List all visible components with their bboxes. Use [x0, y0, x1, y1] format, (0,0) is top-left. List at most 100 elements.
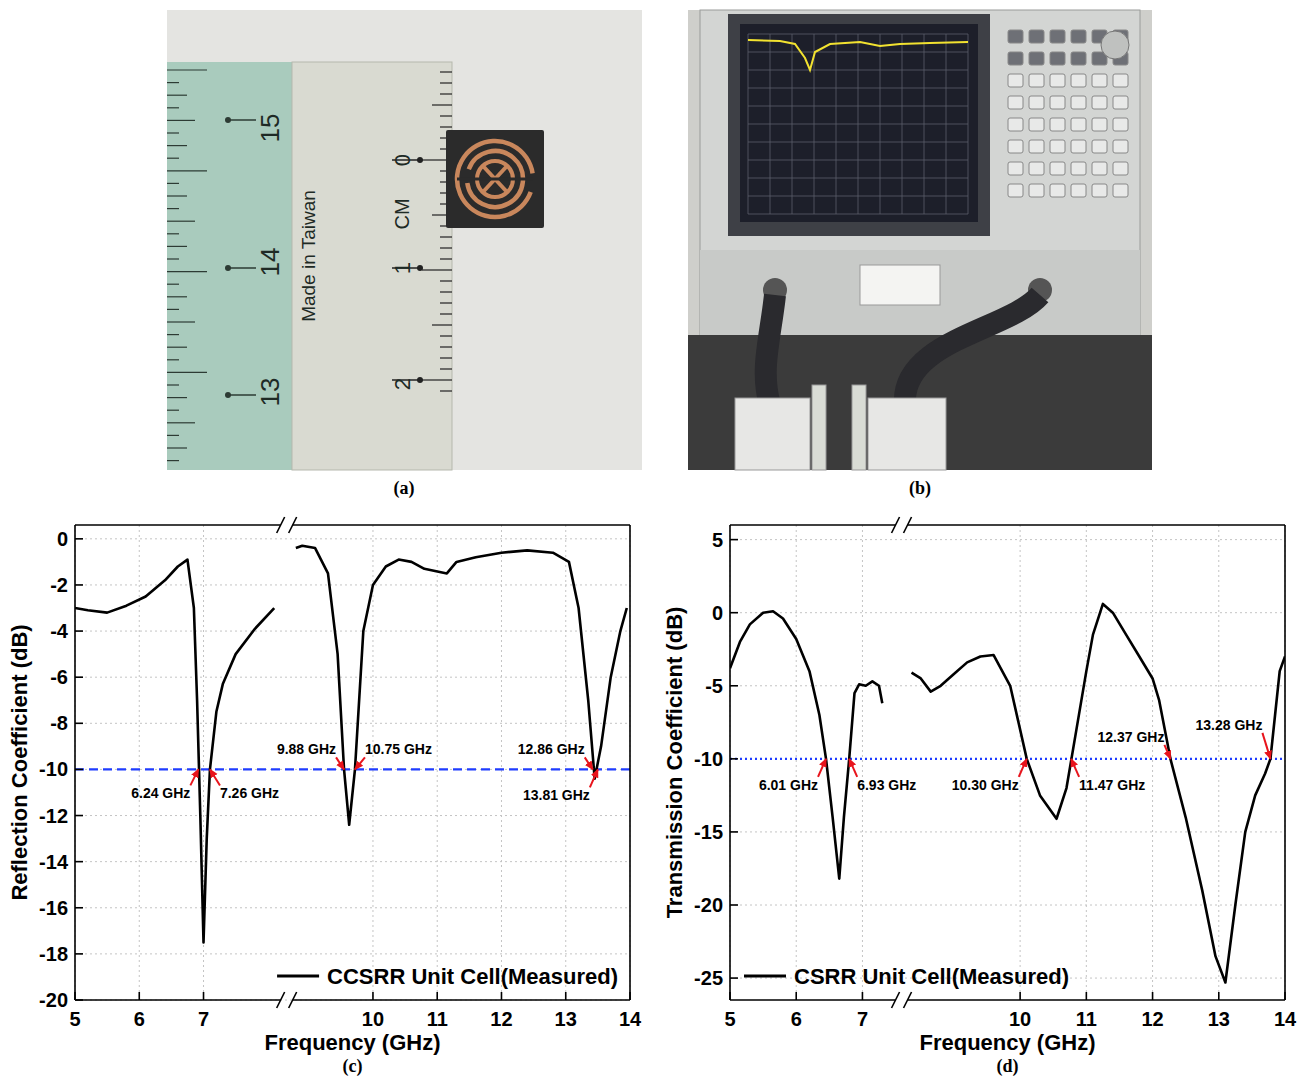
key	[1113, 140, 1128, 153]
cm-tick	[440, 115, 452, 116]
inch-tick	[167, 233, 179, 234]
axis-line	[75, 999, 281, 1001]
inch-tick	[167, 321, 195, 322]
inch-tick	[167, 359, 179, 360]
x-tick	[74, 992, 76, 1000]
y-tick	[75, 999, 83, 1001]
annotation-text: 10.75 GHz	[365, 741, 432, 757]
grid-line	[862, 525, 863, 1000]
panel-label: (b)	[909, 478, 931, 499]
series-line	[730, 611, 882, 878]
x-tick	[138, 992, 140, 1000]
ruler-dot	[225, 117, 231, 123]
inch-tick	[167, 271, 207, 272]
ruler-mark	[228, 119, 256, 121]
ring-gap	[457, 178, 533, 181]
key	[1050, 118, 1065, 131]
inch-tick	[167, 372, 207, 373]
key	[1050, 184, 1065, 197]
y-tick-label: 0	[712, 602, 723, 624]
x-tick	[436, 992, 438, 1000]
series-line	[912, 604, 1285, 983]
grid-line	[730, 905, 1285, 906]
ruler-text: 14	[255, 248, 285, 277]
key	[1092, 162, 1107, 175]
flange	[852, 385, 866, 470]
chart: 5671011121314-25-20-15-10-505Frequency (…	[662, 517, 1297, 1077]
key	[1029, 30, 1044, 43]
x-axis-title: Frequency (GHz)	[919, 1030, 1095, 1055]
inch-tick	[167, 208, 179, 209]
copper-ring	[457, 141, 533, 217]
key	[1008, 30, 1023, 43]
key	[1092, 118, 1107, 131]
panel-label: (d)	[997, 1056, 1019, 1077]
threshold-line	[75, 768, 630, 770]
inch-tick	[167, 309, 179, 310]
inch-tick	[167, 82, 179, 83]
annotation-text: 13.81 GHz	[523, 787, 590, 803]
inch-tick	[167, 69, 207, 70]
inch-tick	[167, 296, 187, 297]
ruler-dot	[417, 377, 423, 383]
y-tick	[75, 907, 83, 909]
y-tick	[730, 831, 738, 833]
key	[1050, 74, 1065, 87]
grid-line	[501, 525, 502, 1000]
grid-line	[372, 525, 373, 1000]
series-group	[730, 604, 1285, 983]
annotation-text: 12.86 GHz	[518, 741, 585, 757]
inch-tick	[167, 170, 207, 171]
grid-line	[75, 953, 630, 954]
grid-line	[1020, 525, 1021, 1000]
annotation-arrow	[1071, 759, 1079, 777]
screen-grid	[748, 34, 968, 35]
grid-line	[75, 723, 630, 724]
legend-swatch	[277, 975, 319, 978]
x-tick	[1218, 992, 1220, 1000]
grid-line	[730, 612, 1285, 613]
inch-tick	[167, 384, 179, 385]
x-tick-label: 14	[619, 1008, 642, 1030]
grid-line	[75, 677, 630, 678]
axis-line	[730, 999, 896, 1001]
x-tick-label: 5	[724, 1008, 735, 1030]
x-tick-label: 10	[1009, 1008, 1031, 1030]
axis-break	[892, 517, 900, 533]
y-tick-label: -20	[694, 894, 723, 916]
screen-grid	[748, 178, 968, 179]
grid-line	[75, 631, 630, 632]
y-tick	[75, 861, 83, 863]
ruler-text: 0	[390, 154, 415, 166]
annotation-text: 6.01 GHz	[759, 777, 818, 793]
inch-tick	[167, 145, 187, 146]
legend-text: CCSRR Unit Cell(Measured)	[327, 964, 618, 989]
instrument-body	[700, 10, 1140, 335]
grid-line	[630, 525, 631, 1000]
y-axis-title: Transmission Coefficient (dB)	[662, 607, 687, 919]
inch-tick	[167, 195, 187, 196]
y-tick	[75, 584, 83, 586]
x-tick-label: 13	[1208, 1008, 1230, 1030]
inch-tick	[167, 397, 187, 398]
ruler-text: 2	[390, 378, 415, 390]
y-tick	[730, 904, 738, 906]
cm-tick	[440, 82, 452, 83]
cm-tick	[440, 346, 452, 347]
grid-line	[75, 538, 630, 539]
screen-bezel	[728, 14, 990, 236]
x-tick-label: 11	[427, 1008, 448, 1030]
inch-tick	[167, 422, 195, 423]
grid-line	[437, 525, 438, 1000]
photo-a: 151413Made in Taiwan0CM12	[167, 10, 642, 470]
axis-line	[908, 999, 1285, 1001]
key	[1113, 184, 1128, 197]
key	[1008, 140, 1023, 153]
cm-tick	[440, 390, 452, 391]
cm-tick	[440, 302, 452, 303]
axis-break	[289, 517, 297, 533]
inch-tick	[167, 334, 179, 335]
y-tick-label: -10	[694, 748, 723, 770]
key	[1008, 184, 1023, 197]
key	[1029, 96, 1044, 109]
